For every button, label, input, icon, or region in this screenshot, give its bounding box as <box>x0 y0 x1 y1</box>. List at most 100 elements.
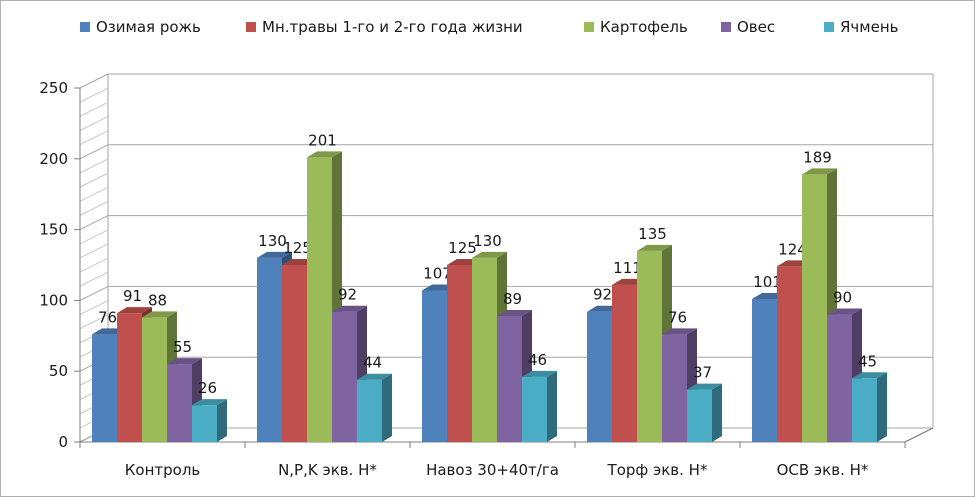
bar-top <box>497 309 532 316</box>
data-label: 44 <box>363 354 382 372</box>
data-label: 125 <box>448 239 477 257</box>
data-label: 45 <box>858 352 877 370</box>
data-label: 91 <box>123 287 142 305</box>
data-label: 101 <box>753 273 782 291</box>
bar-side <box>712 383 722 442</box>
gridline-side-minor <box>79 271 109 287</box>
bar-top <box>662 328 697 335</box>
y-tick-label: 150 <box>39 221 68 239</box>
legend-label: Мн.травы 1-го и 2-го года жизни <box>262 18 523 36</box>
bar <box>142 317 167 442</box>
data-label: 135 <box>638 225 667 243</box>
data-label: 76 <box>668 308 687 326</box>
x-axis-depth-line <box>904 427 934 443</box>
gridline-side-minor <box>79 158 109 174</box>
bar <box>282 265 307 442</box>
gridline-side-minor <box>79 172 109 188</box>
data-label: 201 <box>308 131 337 149</box>
data-label: 107 <box>423 264 452 282</box>
x-category-label: Контроль <box>125 461 201 479</box>
bar <box>332 311 357 442</box>
bar <box>522 376 547 442</box>
bar <box>612 284 637 442</box>
bar <box>587 311 612 442</box>
bar <box>422 290 447 442</box>
y-tick-label: 250 <box>39 79 68 97</box>
gridline-side <box>79 285 109 301</box>
y-tick-label: 100 <box>39 291 68 309</box>
data-label: 92 <box>338 286 357 304</box>
data-label: 130 <box>258 232 287 250</box>
gridline-side-minor <box>79 130 109 146</box>
bar-top <box>522 370 557 377</box>
gridline-side-minor <box>79 87 109 103</box>
bar <box>192 405 217 442</box>
bar-top <box>637 244 672 251</box>
bar-top <box>332 305 367 312</box>
gridline-side-minor <box>79 116 109 131</box>
bar <box>637 250 662 442</box>
bar <box>752 298 777 442</box>
bar-top <box>117 307 152 314</box>
gridline-side-minor <box>79 101 109 117</box>
bar <box>662 334 687 442</box>
y-tick-label: 0 <box>58 433 68 451</box>
bar-top <box>852 372 887 379</box>
data-label: 90 <box>833 289 852 307</box>
legend-swatch <box>824 22 834 32</box>
gridline-side-minor <box>79 229 109 245</box>
bar <box>92 334 117 442</box>
bar-top <box>357 373 392 380</box>
bar <box>472 257 497 442</box>
gridline-side-minor <box>79 200 109 216</box>
bar-side <box>547 370 557 442</box>
gridline-side-minor <box>79 314 109 330</box>
bar <box>852 378 877 442</box>
bar <box>802 174 827 442</box>
legend-label: Овес <box>737 18 775 36</box>
legend-swatch <box>721 22 731 32</box>
bar-top <box>802 168 837 175</box>
gridline-side <box>79 73 109 89</box>
legend-label: Картофель <box>600 18 688 36</box>
legend-swatch <box>584 22 594 32</box>
bar-top <box>142 311 177 318</box>
bar <box>357 379 382 442</box>
gridline-side-minor <box>79 243 109 259</box>
bar <box>827 314 852 442</box>
bar-side <box>217 399 227 442</box>
bar-top <box>192 399 227 406</box>
data-label: 76 <box>98 308 117 326</box>
gridline-side <box>79 144 109 160</box>
legend-swatch <box>246 22 256 32</box>
data-label: 55 <box>173 338 192 356</box>
data-label: 111 <box>613 259 642 277</box>
gridline-side-minor <box>79 186 109 202</box>
data-label: 125 <box>283 239 312 257</box>
bar <box>497 315 522 442</box>
data-label: 124 <box>778 240 807 258</box>
bar-top <box>257 251 292 258</box>
bar-top <box>472 251 507 258</box>
y-tick-label: 50 <box>49 362 68 380</box>
x-category-label: Навоз 30+40т/га <box>426 461 559 479</box>
x-category-label: Торф экв. Н* <box>607 461 708 479</box>
data-label: 26 <box>198 379 217 397</box>
bar-side <box>382 373 392 442</box>
data-label: 189 <box>803 148 832 166</box>
data-label: 89 <box>503 290 522 308</box>
gridline-side <box>79 215 109 231</box>
legend-label: Озимая рожь <box>96 18 201 36</box>
y-tick-label: 200 <box>39 150 68 168</box>
bar-side <box>877 372 887 442</box>
data-label: 46 <box>528 351 547 369</box>
bar <box>257 257 282 442</box>
data-label: 37 <box>693 364 712 382</box>
data-label: 88 <box>148 291 167 309</box>
bar <box>167 364 192 442</box>
data-label: 130 <box>473 232 502 250</box>
bar <box>687 389 712 442</box>
x-category-label: N,P,K экв. Н* <box>278 461 377 479</box>
bar-top <box>827 308 862 315</box>
bar <box>447 265 472 442</box>
